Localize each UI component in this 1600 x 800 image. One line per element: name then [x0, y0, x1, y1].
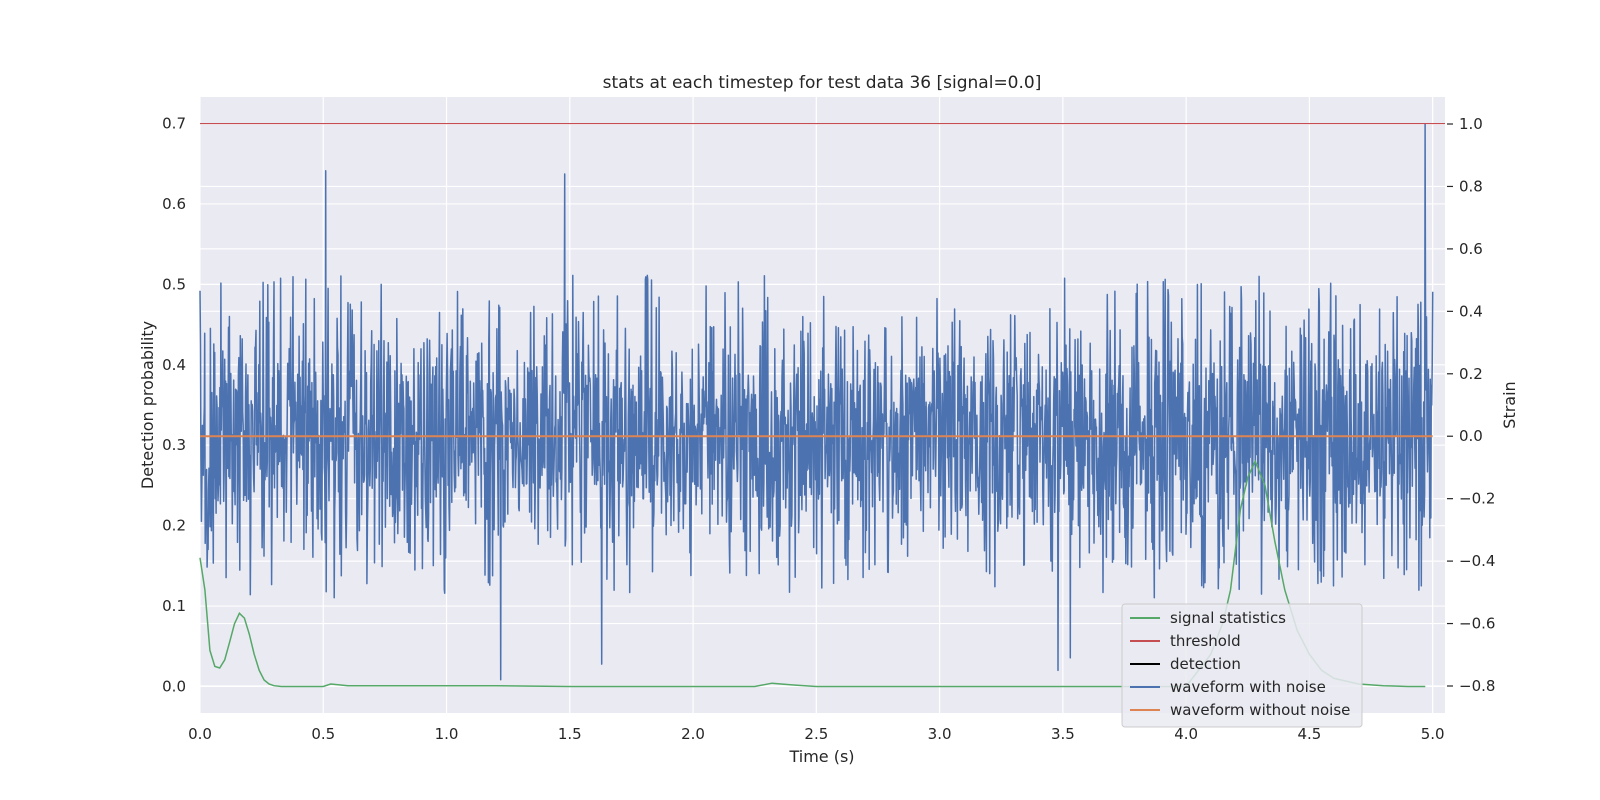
- chart-title: stats at each timestep for test data 36 …: [603, 73, 1042, 93]
- y-tick-label: 0.5: [162, 275, 186, 293]
- y-tick-label: 0.1: [162, 597, 186, 615]
- legend-label: waveform without noise: [1170, 701, 1350, 719]
- y2-tick-label: 1.0: [1459, 115, 1483, 133]
- ticks: 0.0 0.1 0.2 0.3 0.4 0.5 0.6 0.7 −0.8 −0.6 −0.4 −0.2…: [162, 115, 1495, 743]
- series-signal-statistics: [199, 459, 1426, 688]
- x-tick-label: 2.5: [804, 725, 828, 743]
- y-tick-label: 0.7: [162, 115, 186, 133]
- x-tick-label: 3.0: [928, 725, 952, 743]
- x-tick-label: 1.0: [435, 725, 459, 743]
- legend-label: threshold: [1170, 632, 1241, 650]
- y2-tick-label: 0.2: [1459, 365, 1483, 383]
- y-axis-label: Detection probability: [138, 321, 157, 489]
- legend-label: signal statistics: [1170, 609, 1286, 627]
- y2-tick-label: 0.0: [1459, 427, 1483, 445]
- x-tick-label: 0.5: [311, 725, 335, 743]
- y2-axis-label: Strain: [1500, 381, 1519, 428]
- plot-lines: [199, 122, 1445, 688]
- x-tick-label: 4.0: [1174, 725, 1198, 743]
- y2-tick-label: −0.6: [1459, 615, 1495, 633]
- x-axis-label: Time (s): [788, 747, 854, 766]
- y2-tick-label: 0.8: [1459, 177, 1483, 195]
- legend-label: detection: [1170, 655, 1241, 673]
- x-tick-label: 3.5: [1051, 725, 1075, 743]
- y2-tick-label: −0.4: [1459, 552, 1495, 570]
- legend: signal statistics threshold detection wavef…: [1121, 603, 1363, 728]
- y-tick-label: 0.6: [162, 195, 186, 213]
- y-tick-label: 0.4: [162, 356, 186, 374]
- y-tick-label: 0.3: [162, 436, 186, 454]
- y-tick-label: 0.2: [162, 517, 186, 535]
- y-tick-label: 0.0: [162, 677, 186, 695]
- x-tick-label: 5.0: [1421, 725, 1445, 743]
- y2-tick-label: −0.8: [1459, 677, 1495, 695]
- x-tick-label: 2.0: [681, 725, 705, 743]
- y2-tick-label: −0.2: [1459, 490, 1495, 508]
- legend-label: waveform with noise: [1170, 678, 1326, 696]
- series-waveform-with-noise: [199, 123, 1434, 681]
- x-tick-label: 4.5: [1297, 725, 1321, 743]
- y2-tick-label: 0.4: [1459, 302, 1483, 320]
- y2-tick-label: 0.6: [1459, 240, 1483, 258]
- x-tick-label: 1.5: [558, 725, 582, 743]
- legend-box: [1121, 603, 1363, 728]
- x-tick-label: 0.0: [188, 725, 212, 743]
